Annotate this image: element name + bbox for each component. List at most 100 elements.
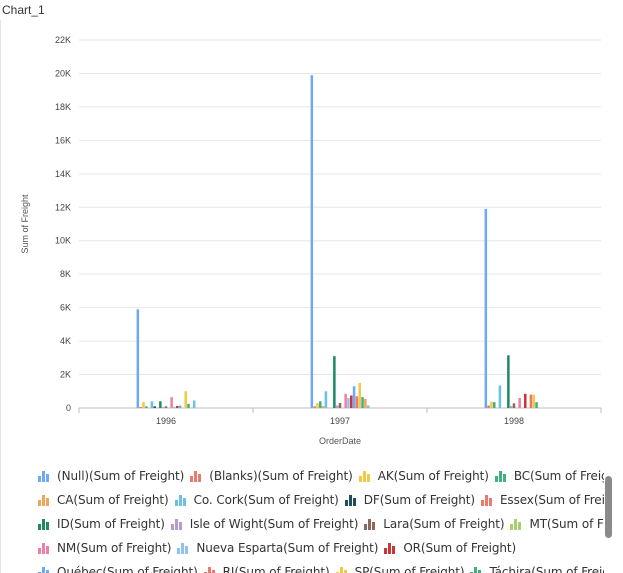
bar: [366, 405, 370, 408]
bar-chart-icon: [335, 566, 348, 573]
bar: [350, 395, 353, 408]
legend-label: (Blanks)(Sum of Freight): [209, 469, 353, 483]
legend-item[interactable]: Lara(Sum of Freight): [364, 517, 505, 531]
legend-row: CA(Sum of Freight) Co. Cork(Sum of Freigh…: [38, 488, 604, 512]
legend-label: BC(Sum of Freight): [513, 469, 604, 483]
legend-item[interactable]: BC(Sum of Freight): [494, 469, 604, 483]
bar: [142, 402, 145, 408]
legend-item[interactable]: (Blanks)(Sum of Freight): [190, 469, 353, 483]
bar: [324, 391, 328, 408]
bar-chart-icon: [177, 542, 189, 554]
legend-label: ID(Sum of Freight): [57, 517, 165, 531]
legend-item[interactable]: ID(Sum of Freight): [38, 517, 165, 531]
bar: [139, 406, 142, 408]
bar-chart: 0 2K 4K 6K 8K 10K 12K 14K 16K 18K 20K 22K 1996 1997 19…: [20, 35, 602, 446]
bar: [512, 403, 516, 408]
bar: [507, 355, 510, 408]
bar: [509, 405, 513, 408]
legend-item[interactable]: AK(Sum of Freight): [358, 469, 489, 483]
legend-item[interactable]: NM(Sum of Freight): [38, 541, 171, 555]
bar-chart-icon: [344, 494, 357, 506]
legend-item[interactable]: (Null)(Sum of Freight): [38, 469, 184, 483]
x-tick-label: 1998: [504, 416, 524, 426]
bar: [518, 397, 521, 408]
legend-label: Lara(Sum of Freight): [383, 517, 505, 531]
bar-chart-icon: [510, 518, 522, 530]
y-tick-label: 8K: [60, 269, 71, 279]
y-tick-label: 2K: [60, 370, 71, 380]
bar: [352, 386, 356, 408]
x-tick-label: 1997: [330, 416, 350, 426]
bar-chart-icon: [38, 566, 50, 573]
bar: [150, 401, 154, 408]
bar: [159, 401, 162, 408]
legend-row: ID(Sum of Freight) Isle of Wight(Sum of F…: [38, 512, 604, 536]
legend-label: SP(Sum of Freight): [354, 565, 465, 573]
legend-item[interactable]: Co. Cork(Sum of Freight): [174, 493, 339, 507]
bar: [535, 402, 538, 408]
bar: [498, 385, 502, 408]
bar: [316, 403, 319, 408]
bar-chart-icon: [38, 542, 50, 554]
legend-item[interactable]: Táchira(Sum of Freight): [470, 565, 604, 573]
y-tick-label: 6K: [60, 303, 71, 313]
legend-item[interactable]: OR(Sum of Freight): [384, 541, 516, 555]
legend-item[interactable]: DF(Sum of Freight): [344, 493, 475, 507]
legend-row: NM(Sum of Freight) Nueva Esparta(Sum of F…: [38, 536, 604, 560]
legend-scrollbar[interactable]: [605, 476, 612, 538]
y-tick-label: 0: [66, 403, 71, 413]
chart-legend: (Null)(Sum of Freight) (Blanks)(Sum of Fr…: [38, 464, 604, 573]
y-tick-label: 22K: [55, 35, 71, 45]
y-tick-label: 4K: [60, 336, 71, 346]
legend-label: DF(Sum of Freight): [363, 493, 475, 507]
bar: [178, 405, 182, 408]
legend-item[interactable]: Essex(Sum of Freight): [480, 493, 604, 507]
bar-chart-icon: [494, 470, 507, 482]
bar: [344, 393, 347, 408]
bar: [493, 402, 496, 408]
bar: [532, 394, 535, 408]
bar: [487, 405, 490, 408]
legend-label: OR(Sum of Freight): [403, 541, 517, 555]
bar: [361, 397, 364, 408]
bar-chart-icon: [190, 470, 202, 482]
bar: [170, 397, 173, 408]
legend-label: NM(Sum of Freight): [57, 541, 172, 555]
bar: [333, 356, 336, 408]
bar-chart-icon: [470, 566, 482, 573]
legend-item[interactable]: RJ(Sum of Freight): [203, 565, 330, 573]
bar-chart-icon: [174, 494, 187, 506]
bar: [173, 406, 176, 408]
legend-label: Co. Cork(Sum of Freight): [193, 493, 339, 507]
legend-item[interactable]: Nueva Esparta(Sum of Freight): [177, 541, 378, 555]
y-tick-label: 18K: [55, 102, 71, 112]
bar: [484, 208, 488, 408]
legend-label: Québec(Sum of Freight): [57, 565, 198, 573]
legend-label: (Null)(Sum of Freight): [57, 469, 185, 483]
y-tick-label: 12K: [55, 202, 71, 212]
bar: [187, 403, 190, 408]
bar: [524, 393, 527, 408]
legend-label: Nueva Esparta(Sum of Freight): [196, 541, 379, 555]
bar: [319, 401, 322, 408]
legend-item[interactable]: CA(Sum of Freight): [38, 493, 169, 507]
bar-chart-icon: [170, 518, 183, 530]
bar: [529, 394, 533, 408]
bar: [355, 396, 359, 408]
panel-border: [0, 20, 1, 573]
legend-item[interactable]: Québec(Sum of Freight): [38, 565, 198, 573]
bar: [153, 406, 156, 408]
bar: [136, 309, 140, 408]
bar-chart-icon: [38, 518, 50, 530]
bar-chart-icon: [364, 518, 376, 530]
legend-row: (Null)(Sum of Freight) (Blanks)(Sum of Fr…: [38, 464, 604, 488]
bar-chart-icon: [38, 470, 50, 482]
bar: [321, 405, 325, 408]
legend-item[interactable]: MT(Sum of Freight): [510, 517, 604, 531]
legend-item[interactable]: SP(Sum of Freight): [335, 565, 465, 573]
bar-chart-icon: [358, 470, 371, 482]
legend-item[interactable]: Isle of Wight(Sum of Freight): [170, 517, 358, 531]
legend-label: MT(Sum of Freight): [529, 517, 604, 531]
y-tick-label: 16K: [55, 135, 71, 145]
x-tick-label: 1996: [156, 416, 176, 426]
